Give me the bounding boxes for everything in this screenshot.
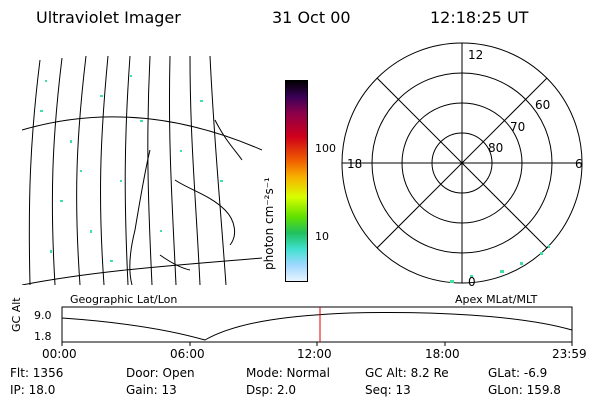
dsp-value: Dsp: 2.0 — [246, 383, 297, 397]
polar-aurora — [450, 245, 550, 283]
colorbar-label: photon cm⁻²s⁻¹ — [262, 177, 276, 270]
polar-mlt-12: 12 — [468, 48, 484, 62]
polar-lat-80: 80 — [488, 141, 504, 155]
timeline-tick: 06:00 — [170, 347, 205, 361]
gc-alt-axis-label: GC Alt — [10, 297, 23, 332]
mode-value: Mode: Normal — [246, 366, 330, 380]
polar-mlt-0: 0 — [468, 275, 476, 289]
door-value: Door: Open — [126, 366, 195, 380]
geographic-label: Geographic Lat/Lon — [70, 293, 178, 306]
geographic-map — [22, 55, 262, 285]
gain-value: Gain: 13 — [126, 383, 177, 397]
timeline-tick: 00:00 — [42, 347, 77, 361]
gc-alt-value: GC Alt: 8.2 Re — [365, 366, 449, 380]
timeline-tick: 18:00 — [425, 347, 460, 361]
colorbar-tick-100: 100 — [315, 142, 336, 155]
polar-mlt-18: 18 — [347, 157, 363, 171]
ip-value: IP: 18.0 — [10, 383, 56, 397]
polar-lat-70: 70 — [510, 120, 526, 134]
colorbar-tick-10: 10 — [315, 230, 329, 243]
time-label: 12:18:25 UT — [430, 8, 529, 27]
flt-value: Flt: 1356 — [10, 366, 64, 380]
date-label: 31 Oct 00 — [272, 8, 351, 27]
glon-value: GLon: 159.8 — [488, 383, 561, 397]
colorbar — [285, 80, 308, 282]
timeline-tick: 12:00 — [297, 347, 332, 361]
timeline-y-bottom: 1.8 — [34, 330, 52, 343]
polar-mlt-6: 6 — [575, 157, 583, 171]
timeline-plot — [61, 306, 573, 346]
seq-value: Seq: 13 — [365, 383, 411, 397]
instrument-title: Ultraviolet Imager — [36, 8, 181, 27]
glat-value: GLat: -6.9 — [488, 366, 548, 380]
timeline-tick: 23:59 — [552, 347, 587, 361]
polar-plot — [341, 42, 583, 284]
apex-label: Apex MLat/MLT — [455, 293, 538, 306]
polar-lat-60: 60 — [535, 98, 551, 112]
timeline-y-top: 9.0 — [34, 309, 52, 322]
